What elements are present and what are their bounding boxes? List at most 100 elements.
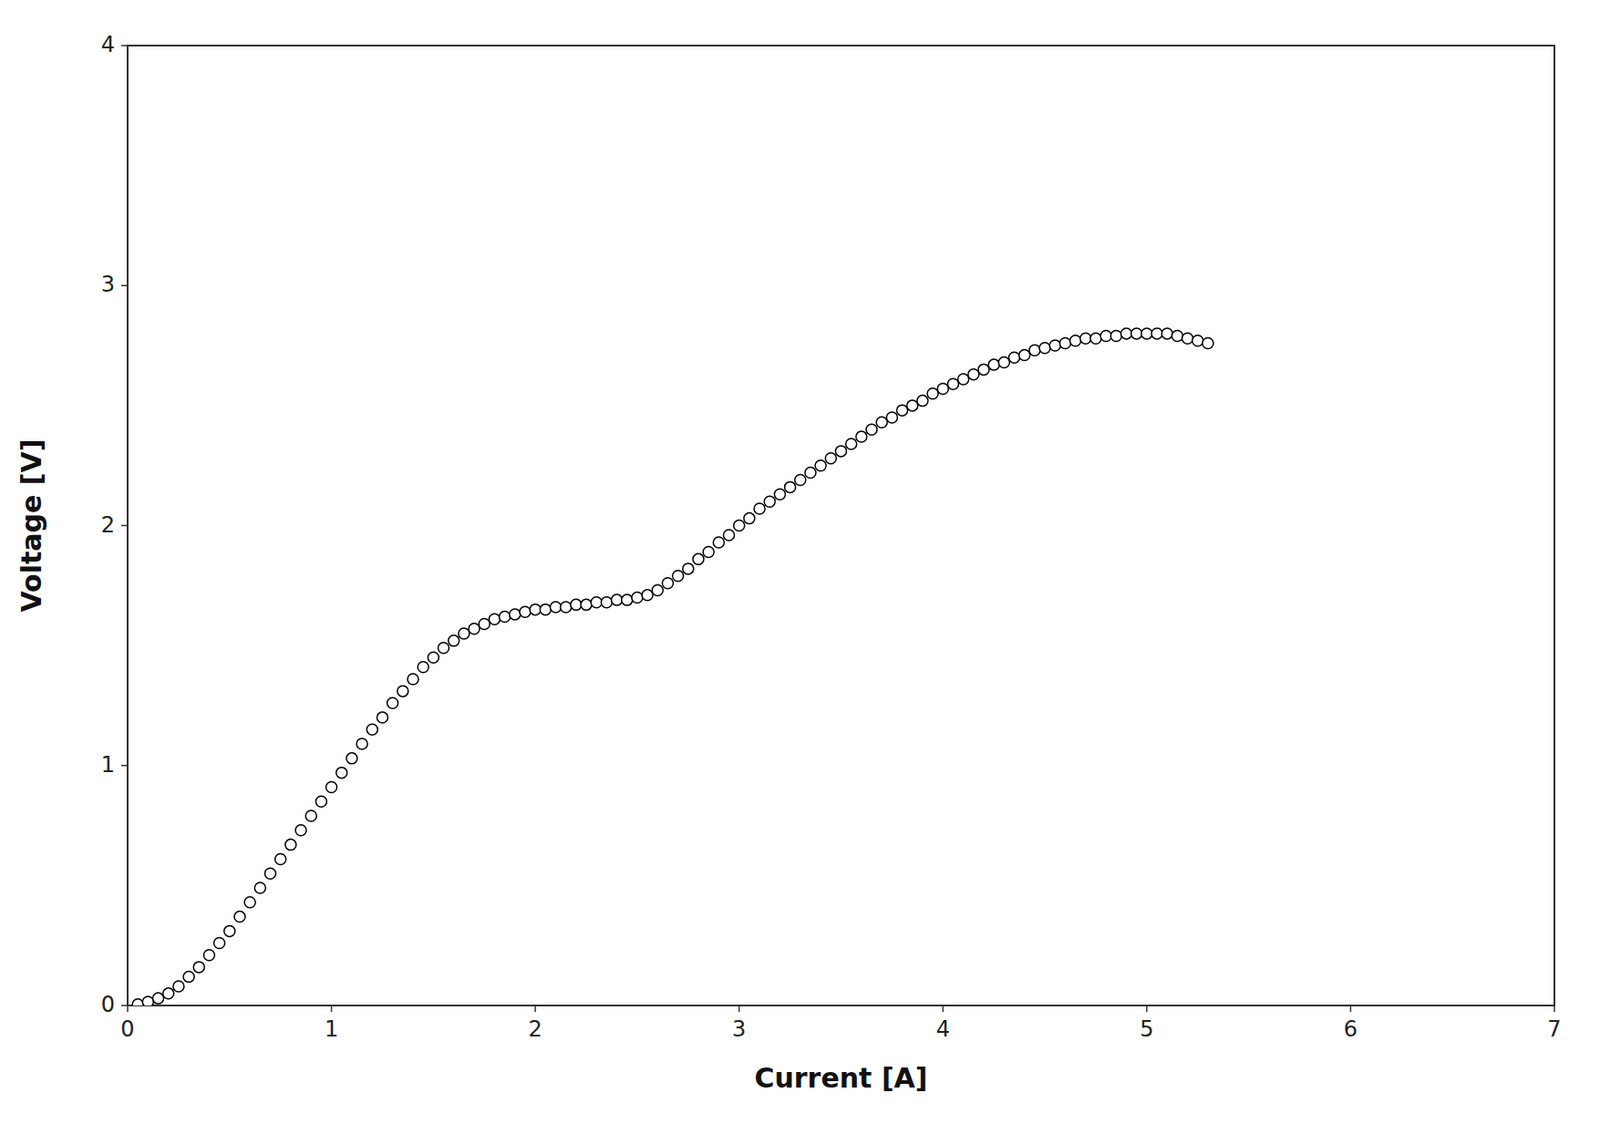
- point: [1182, 332, 1194, 344]
- point: [509, 609, 521, 620]
- y-tick: [121, 285, 128, 288]
- x-axis-label: Current [A]: [753, 1062, 928, 1095]
- point: [998, 356, 1010, 368]
- point: [529, 604, 541, 616]
- x-tick-label: 4: [936, 1016, 950, 1043]
- point: [712, 536, 724, 548]
- point: [702, 546, 714, 558]
- point: [214, 938, 226, 950]
- point: [1080, 332, 1092, 344]
- point: [968, 369, 980, 381]
- point: [315, 795, 327, 807]
- point: [947, 378, 959, 390]
- point: [1202, 337, 1214, 349]
- point: [886, 412, 898, 424]
- point: [1029, 344, 1041, 356]
- point: [1070, 335, 1082, 347]
- point: [1009, 351, 1021, 363]
- y-axis: 01234: [101, 31, 128, 1018]
- point: [723, 529, 735, 541]
- point: [763, 495, 775, 507]
- x-tick-label: 2: [528, 1016, 543, 1043]
- point: [275, 853, 287, 865]
- x-tick-label: 6: [1343, 1016, 1358, 1043]
- point: [743, 513, 755, 525]
- point: [550, 601, 562, 613]
- x-tick-label: 3: [732, 1016, 746, 1043]
- point: [336, 767, 348, 779]
- point: [203, 949, 215, 961]
- point: [193, 961, 205, 973]
- point: [897, 404, 909, 416]
- point: [753, 503, 765, 515]
- point: [856, 431, 868, 443]
- point: [1171, 330, 1183, 342]
- y-axis-label: Voltage [V]: [15, 439, 48, 613]
- point: [499, 611, 511, 623]
- point: [631, 591, 643, 603]
- x-tick-label: 5: [1139, 1016, 1154, 1043]
- point: [611, 594, 623, 606]
- y-tick: [121, 1004, 128, 1007]
- point: [407, 673, 419, 685]
- plot-frame: [127, 45, 1555, 1006]
- point: [265, 867, 277, 879]
- point: [917, 395, 929, 407]
- point: [846, 438, 857, 450]
- y-tick: [121, 525, 128, 527]
- point: [825, 453, 837, 465]
- point: [580, 598, 592, 610]
- point: [1039, 342, 1051, 354]
- point: [458, 628, 470, 640]
- point: [417, 661, 429, 673]
- point: [326, 781, 338, 793]
- point: [356, 738, 368, 750]
- y-tick-label: 2: [101, 512, 115, 538]
- point: [651, 585, 663, 597]
- x-tick: [1350, 1005, 1353, 1012]
- x-tick: [1145, 1005, 1148, 1012]
- point: [387, 697, 399, 709]
- point: [682, 563, 694, 575]
- point: [1100, 330, 1112, 342]
- point: [254, 882, 266, 894]
- point: [805, 467, 816, 479]
- x-tick: [126, 1005, 129, 1012]
- point: [376, 712, 388, 723]
- point: [153, 992, 165, 1004]
- point: [641, 589, 653, 601]
- x-tick: [942, 1005, 945, 1012]
- x-tick-label: 0: [120, 1016, 135, 1043]
- point: [1110, 330, 1122, 342]
- point: [1131, 328, 1143, 340]
- point: [937, 382, 949, 394]
- y-tick-label: 0: [101, 991, 115, 1018]
- point: [907, 400, 919, 412]
- x-tick: [534, 1005, 537, 1012]
- point: [570, 598, 582, 610]
- point: [132, 999, 144, 1006]
- point: [958, 373, 970, 385]
- point: [173, 980, 185, 992]
- point: [295, 825, 307, 837]
- point: [866, 423, 878, 435]
- point: [346, 753, 358, 764]
- point: [815, 460, 826, 472]
- point: [142, 996, 154, 1006]
- y-tick-label: 1: [101, 752, 115, 778]
- point: [397, 685, 409, 697]
- point: [988, 359, 1000, 371]
- x-tick-label: 7: [1547, 1016, 1561, 1043]
- point: [876, 416, 888, 428]
- point: [163, 988, 175, 1000]
- y-tick: [121, 764, 128, 767]
- point: [1141, 328, 1153, 340]
- point: [478, 618, 490, 630]
- point: [1049, 340, 1061, 351]
- point: [600, 597, 612, 609]
- point: [183, 970, 195, 982]
- point: [927, 388, 939, 400]
- point: [1151, 328, 1163, 340]
- point: [244, 897, 256, 909]
- point: [1192, 335, 1204, 347]
